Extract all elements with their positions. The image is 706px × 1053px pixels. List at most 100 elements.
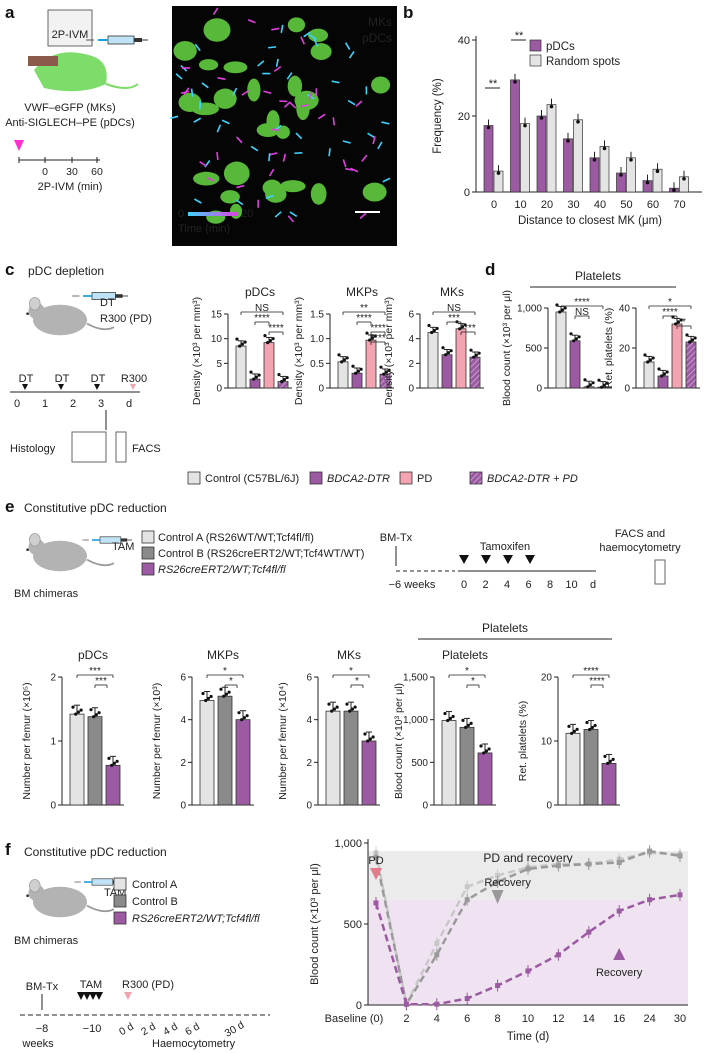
timeline-label: DT: [55, 373, 70, 385]
data-point: [513, 80, 517, 84]
data-point: [277, 372, 281, 377]
y-axis-label: Blood count (×10³ per μl): [501, 290, 513, 406]
bar: [325, 710, 341, 806]
significance-label: *: [682, 317, 686, 328]
data-point: [685, 333, 689, 337]
time-end: 20: [241, 208, 253, 220]
pdc-track: [193, 117, 202, 123]
tam-marker: [83, 992, 91, 1000]
y-tick-label: 1,000: [403, 715, 428, 726]
bar: [589, 157, 600, 193]
baseline-band: [368, 899, 688, 1005]
data-point: [645, 180, 650, 185]
y-tick-label: 6: [306, 673, 312, 684]
data-point: [285, 375, 289, 380]
data-point: [474, 353, 478, 357]
bar: [685, 341, 697, 389]
data-point: [370, 336, 374, 340]
data-point: [330, 709, 334, 713]
data-point: [371, 735, 375, 739]
data-point: [592, 158, 597, 162]
data-point: [449, 349, 453, 353]
bar: [337, 361, 349, 389]
pdc-track: [280, 24, 284, 33]
mk-cell: [173, 41, 197, 61]
data-point: [466, 723, 470, 727]
y-axis-label: Density (×10³ per mm³): [191, 297, 203, 405]
x-tick-label: 0: [491, 199, 497, 211]
data-point: [486, 125, 491, 130]
data-point: [567, 724, 571, 728]
tam-marker: [95, 992, 103, 1000]
tamoxifen-label: Tamoxifen: [480, 541, 530, 553]
data-point: [335, 705, 339, 709]
data-point: [593, 723, 597, 728]
data-point: [662, 372, 667, 376]
x-tick-label: 10: [522, 1013, 534, 1025]
y-tick-label: 500: [525, 344, 542, 355]
x-tick-label: 50: [620, 199, 632, 211]
bar: [249, 378, 261, 389]
data-point: [487, 747, 491, 751]
haemo-label: Haemocytometry: [152, 1038, 236, 1050]
mk-cell: [296, 96, 310, 121]
data-point: [227, 690, 231, 694]
data-point: [558, 310, 562, 314]
bar: [671, 323, 683, 389]
significance-label: ***: [95, 676, 107, 687]
pdc-track: [347, 99, 356, 106]
bar: [69, 713, 85, 806]
y-axis-label: Number per femur (×10³): [151, 683, 163, 799]
pdc-track: [382, 177, 391, 183]
panel-label-d: d: [485, 260, 495, 279]
pdc-track: [199, 161, 207, 167]
data-point: [257, 373, 261, 377]
x-tick-label: 2: [403, 1013, 409, 1025]
y-tick-label: 1,000: [517, 304, 542, 315]
data-point: [97, 711, 101, 715]
tamoxifen-marker: [503, 555, 513, 564]
pd-arrow: [370, 868, 382, 880]
data-point: [602, 146, 607, 151]
timeline-tick-label: 10: [565, 579, 577, 591]
data-point: [224, 692, 228, 696]
data-point: [539, 116, 544, 120]
x-tick-label: 6: [464, 1013, 470, 1025]
platelets-title: Platelets: [482, 621, 528, 635]
haemo-label: haemocytometry: [599, 542, 681, 554]
pdc-track: [265, 194, 274, 200]
mk-cell: [178, 92, 202, 112]
data-point: [460, 325, 464, 329]
x-tick-label: 12: [552, 1013, 564, 1025]
bar: [573, 119, 583, 193]
data-point: [648, 358, 653, 362]
bm-label: BM chimeras: [14, 935, 79, 947]
y-tick-label: 0.5: [310, 359, 324, 370]
pdc-track: [361, 154, 368, 162]
y-tick-label: 10: [541, 737, 553, 748]
pdc-track: [295, 132, 303, 140]
x-tick-label: 10: [514, 199, 526, 211]
bar: [599, 146, 610, 193]
mk-cell: [280, 180, 306, 193]
pdc-track: [282, 153, 287, 162]
bmtx-label: BM-Tx: [26, 981, 59, 993]
pdc-track: [217, 77, 226, 81]
timeline-day: 1: [42, 398, 48, 410]
data-point: [240, 342, 244, 346]
bar: [441, 720, 457, 806]
data-point: [602, 383, 607, 387]
timeline-tick-label: 6: [525, 579, 531, 591]
y-tick-label: 4: [306, 715, 312, 726]
legend-swatch: [529, 54, 542, 67]
pdc-track: [289, 211, 298, 217]
panel-label-a: a: [5, 3, 15, 22]
y-tick-label: 0: [306, 801, 312, 812]
dt-label: DT: [100, 297, 115, 309]
mk-cell: [310, 43, 332, 61]
mk-cell: [371, 76, 391, 94]
significance-label: **: [515, 30, 524, 42]
pdc-track: [250, 145, 259, 152]
pdc-track: [300, 103, 309, 108]
